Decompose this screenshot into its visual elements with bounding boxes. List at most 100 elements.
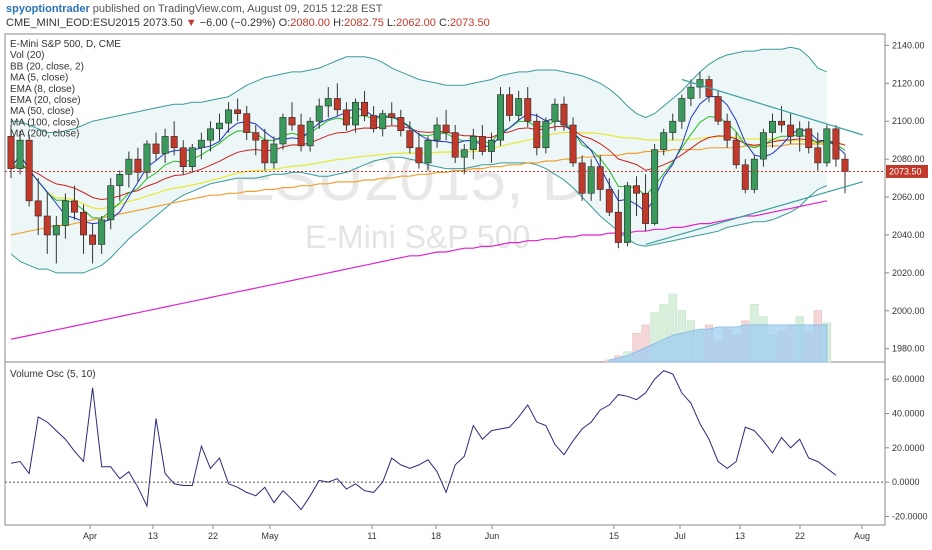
candle-body	[125, 158, 133, 175]
candle-body	[216, 122, 223, 130]
candle-body	[243, 113, 251, 133]
candle-body	[134, 158, 142, 173]
candle-body	[832, 128, 840, 160]
time-tick-label: 11	[367, 531, 376, 541]
candle-body	[651, 149, 659, 224]
time-tick-label: 13	[735, 531, 745, 541]
price-tick-label: 2100.00	[892, 116, 925, 126]
chart-title[interactable]: E-Mini S&P 500, D, CME	[10, 39, 121, 50]
trendlines[interactable]	[645, 78, 864, 246]
candle-body	[370, 115, 378, 130]
candle-body	[741, 164, 749, 190]
legend-entry[interactable]: EMA (20, close)	[10, 95, 81, 106]
candlesticks	[7, 71, 849, 264]
price-tick-label: 2040.00	[892, 230, 925, 240]
candle-body	[759, 132, 767, 160]
candle-body	[188, 147, 196, 168]
legend-entry[interactable]: MA (200, close)	[10, 129, 79, 140]
candle-body	[225, 109, 233, 124]
candle-body	[633, 185, 640, 194]
legend-entry[interactable]: EMA (8, close)	[10, 84, 75, 95]
legend-entry[interactable]: MA (100, close)	[10, 117, 79, 128]
oscillator-axis[interactable]: 60.0000 40.0000 20.0000 0.0000 -20.0000	[885, 374, 928, 521]
candle-body	[34, 200, 42, 217]
candle-body	[750, 158, 758, 190]
candle-body	[769, 120, 776, 133]
candle-body	[487, 139, 495, 152]
candle-body	[52, 225, 60, 236]
legend-entry[interactable]: MA (5, close)	[10, 73, 68, 84]
candle-body	[279, 117, 287, 145]
legend-entry[interactable]: Vol (20)	[10, 50, 44, 61]
candle-body	[252, 132, 260, 141]
candle-body	[16, 139, 24, 169]
author-link[interactable]: spyoptiontrader	[6, 3, 90, 15]
candle-body	[796, 128, 804, 137]
ema20-line	[10, 125, 846, 201]
osc-tick-label: 60.0000	[892, 374, 925, 384]
high-value: 2082.75	[344, 17, 384, 29]
candle-body	[197, 139, 205, 149]
time-tick-label: Aug	[854, 531, 870, 541]
osc-tick-label: 20.0000	[892, 443, 925, 453]
candle-body	[614, 211, 622, 243]
candle-body	[161, 136, 169, 154]
close-label: C:	[438, 17, 450, 29]
candle-body	[80, 211, 87, 236]
ma200-line	[10, 143, 827, 236]
time-tick-label: 13	[148, 531, 158, 541]
candle-body	[805, 128, 813, 149]
price-axis[interactable]: 2140.00 2120.00 2100.00 2080.00 2060.00 2040.…	[885, 40, 925, 354]
price-tick-label: 2000.00	[892, 306, 925, 316]
legend-entry[interactable]: MA (50, close)	[10, 106, 74, 117]
triangle-down-icon: ▼	[185, 17, 197, 29]
candle-body	[642, 192, 650, 224]
last-price-label: 2073.50	[889, 166, 922, 176]
candle-body	[478, 136, 486, 152]
price-tick-label: 2120.00	[892, 78, 925, 88]
candle-body	[234, 109, 242, 114]
osc-tick-label: 0.0000	[892, 477, 920, 487]
candle-body	[560, 103, 568, 126]
candle-body	[107, 185, 115, 221]
candle-body	[778, 120, 786, 126]
candle-body	[506, 94, 514, 116]
last-price: 2073.50	[142, 17, 183, 29]
candle-body	[206, 128, 214, 141]
osc-tick-label: 40.0000	[892, 408, 925, 418]
legend-entry[interactable]: BB (20, close, 2)	[10, 61, 84, 72]
symbol-label[interactable]: CME_MINI_EOD:ESU2015	[6, 17, 140, 29]
watermark-name: E-Mini S&P 500	[305, 219, 530, 255]
candle-body	[732, 139, 740, 166]
trendline-resistance	[681, 78, 864, 136]
candle-body	[714, 96, 722, 122]
candle-body	[524, 98, 532, 122]
candle-body	[442, 124, 450, 133]
time-tick-label: May	[261, 531, 279, 541]
candle-body	[497, 94, 504, 141]
low-label: L:	[386, 17, 397, 29]
open-value: 2080.00	[290, 17, 331, 29]
candle-body	[596, 166, 604, 190]
candle-body	[687, 86, 695, 99]
time-axis[interactable]: Apr1322May1118Jun15Jul1322Aug12	[83, 525, 932, 541]
trendline-support	[645, 181, 864, 246]
candle-body	[533, 120, 541, 149]
low-value: 2062.00	[396, 17, 436, 29]
quote-line: CME_MINI_EOD:ESU2015 2073.50 ▼ −6.00 (−0…	[6, 17, 490, 29]
time-tick-label: 18	[431, 531, 441, 541]
open-label: O:	[278, 17, 291, 29]
ema8-line	[10, 115, 846, 219]
oscillator-title[interactable]: Volume Osc (5, 10)	[10, 369, 96, 380]
price-tick-label: 1980.00	[892, 344, 925, 354]
candle-body	[297, 124, 305, 147]
osc-tick-label: -20.0000	[892, 511, 928, 521]
candle-body	[270, 143, 278, 164]
candle-body	[415, 147, 423, 164]
time-tick-label: Apr	[83, 531, 97, 541]
ma100-line	[10, 200, 828, 340]
publish-line: spyoptiontrader published on TradingView…	[6, 3, 382, 15]
candle-body	[578, 162, 586, 194]
